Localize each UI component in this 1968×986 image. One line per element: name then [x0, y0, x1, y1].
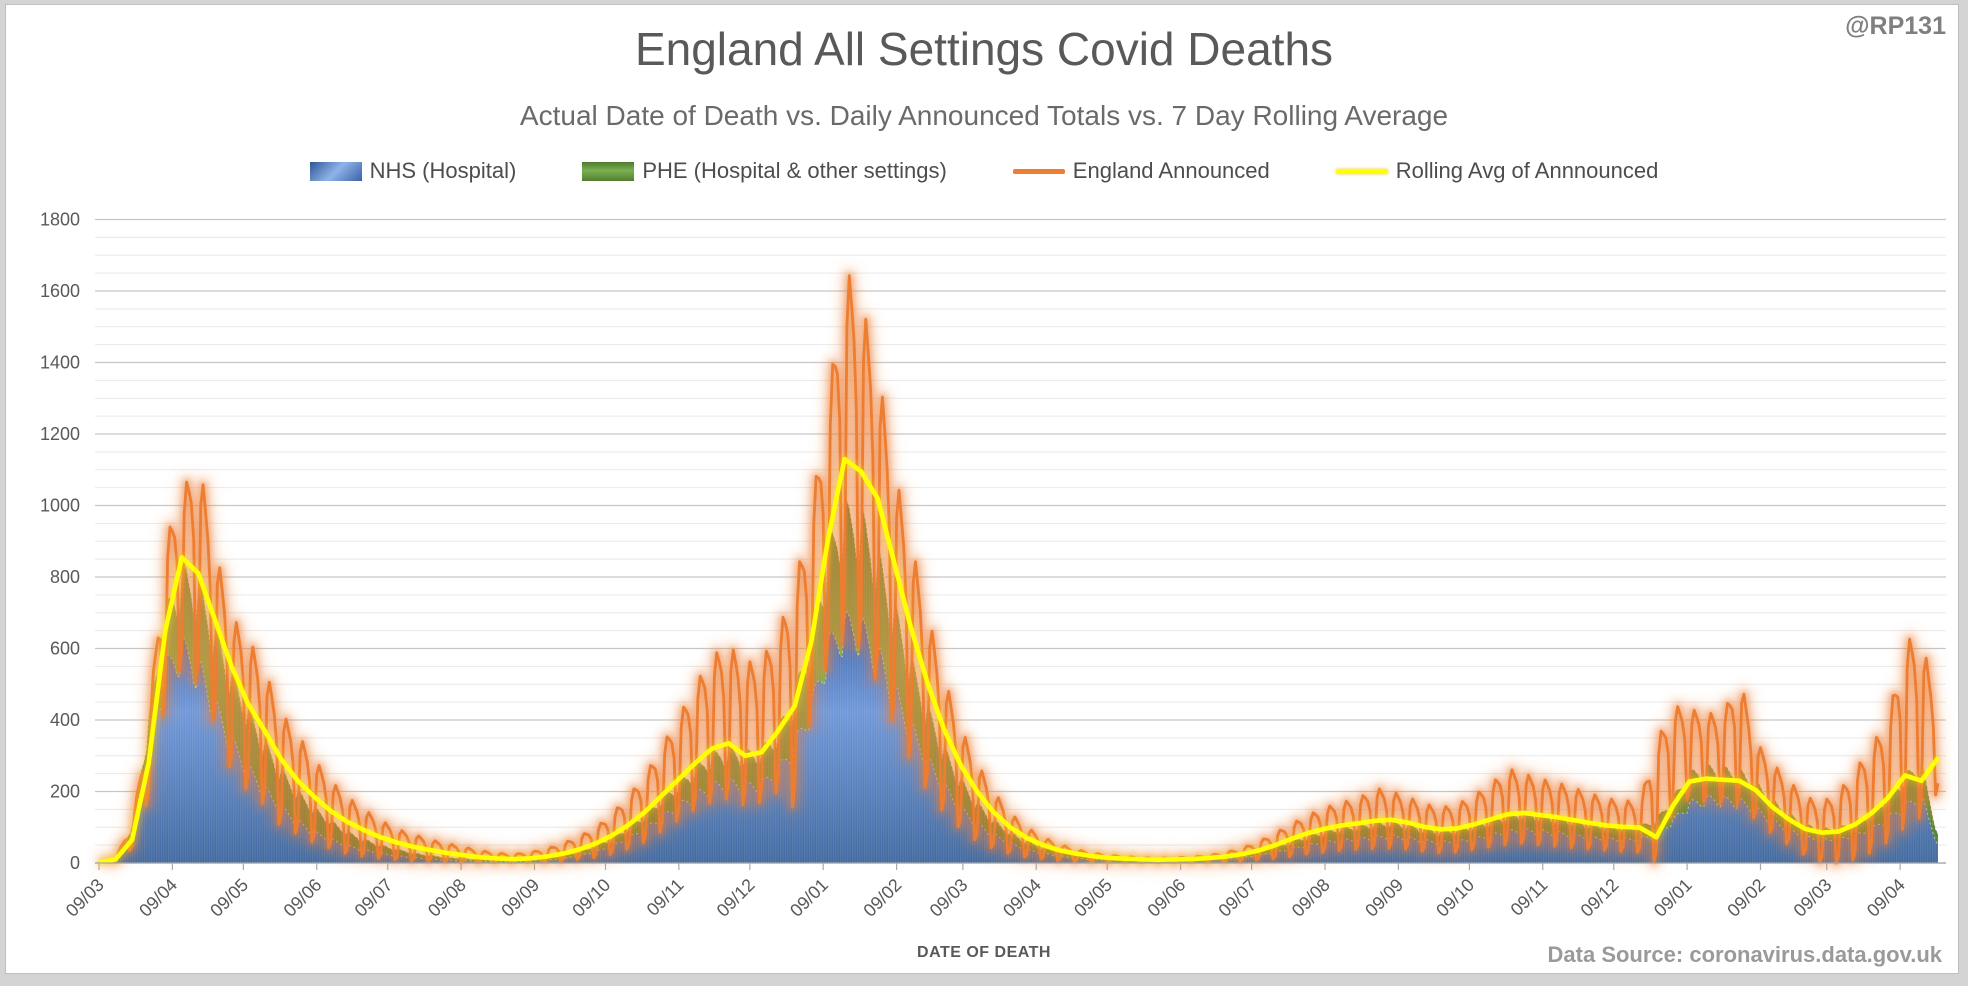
svg-text:09/10: 09/10 [568, 875, 614, 921]
svg-text:800: 800 [50, 567, 80, 587]
svg-text:09/08: 09/08 [1288, 875, 1334, 921]
svg-text:09/01: 09/01 [786, 875, 832, 921]
svg-text:09/11: 09/11 [1507, 875, 1552, 920]
chart-title: England All Settings Covid Deaths [634, 23, 1334, 75]
svg-text:09/06: 09/06 [280, 875, 326, 921]
chart-subtitle: Actual Date of Death vs. Daily Announced… [519, 100, 1449, 131]
svg-text:09/04: 09/04 [135, 875, 181, 921]
svg-text:09/09: 09/09 [497, 875, 543, 921]
svg-text:09/03: 09/03 [1790, 875, 1836, 921]
svg-text:09/03: 09/03 [62, 875, 108, 921]
svg-text:09/02: 09/02 [859, 875, 905, 921]
svg-text:09/02: 09/02 [1723, 875, 1769, 921]
rolling-avg-line [97, 455, 1942, 867]
svg-text:09/05: 09/05 [1070, 875, 1116, 921]
svg-text:09/04: 09/04 [1863, 875, 1909, 921]
svg-text:09/11: 09/11 [643, 875, 688, 920]
svg-text:600: 600 [50, 639, 80, 659]
svg-text:09/07: 09/07 [1214, 875, 1260, 921]
svg-text:09/06: 09/06 [1143, 875, 1189, 921]
svg-text:09/07: 09/07 [351, 875, 397, 921]
svg-text:0: 0 [70, 853, 80, 873]
legend-label-phe: PHE (Hospital & other settings) [642, 158, 947, 183]
svg-text:1600: 1600 [40, 281, 80, 301]
watermark: @RP131 [1845, 12, 1946, 40]
svg-text:09/01: 09/01 [1650, 875, 1696, 921]
svg-text:09/10: 09/10 [1432, 875, 1478, 921]
svg-text:09/03: 09/03 [926, 875, 972, 921]
x-axis-labels: 09/03 09/04 09/05 09/06 09/07 09/08 09/09 09/10… [62, 863, 1909, 921]
svg-text:09/12: 09/12 [713, 875, 759, 921]
svg-text:1400: 1400 [40, 353, 80, 373]
svg-text:09/05: 09/05 [206, 875, 252, 921]
y-axis-labels: 0 200 400 600 800 1000 1200 1400 1600 1800 [40, 210, 80, 874]
legend-label-nhs: NHS (Hospital) [369, 158, 517, 183]
rolling-line-swatch-icon [1335, 168, 1388, 174]
svg-text:09/12: 09/12 [1577, 875, 1623, 921]
legend-item-nhs[interactable]: NHS (Hospital) [309, 158, 517, 184]
svg-text:200: 200 [50, 782, 80, 802]
legend-label-announced: England Announced [1072, 158, 1270, 183]
data-source-credit: Data Source: coronavirus.data.gov.uk [1547, 942, 1942, 967]
svg-text:1200: 1200 [40, 424, 80, 444]
legend-item-announced[interactable]: England Announced [1012, 158, 1270, 184]
svg-text:09/08: 09/08 [424, 875, 470, 921]
nhs-area-swatch-icon [309, 161, 362, 181]
phe-area-swatch-icon [582, 161, 635, 181]
svg-text:1000: 1000 [40, 496, 80, 516]
legend-item-rolling[interactable]: Rolling Avg of Annnounced [1335, 158, 1659, 184]
svg-text:09/04: 09/04 [999, 875, 1045, 921]
svg-text:09/09: 09/09 [1361, 875, 1407, 921]
announced-line-swatch-icon [1012, 168, 1065, 174]
svg-text:1800: 1800 [40, 210, 80, 230]
announced-line [93, 268, 1946, 871]
legend-label-rolling: Rolling Avg of Annnounced [1395, 158, 1659, 183]
legend: NHS (Hospital) PHE (Hospital & other set… [0, 158, 1968, 184]
svg-text:400: 400 [50, 710, 80, 730]
legend-item-phe[interactable]: PHE (Hospital & other settings) [582, 158, 947, 184]
x-axis-title: DATE OF DEATH [917, 944, 1051, 961]
